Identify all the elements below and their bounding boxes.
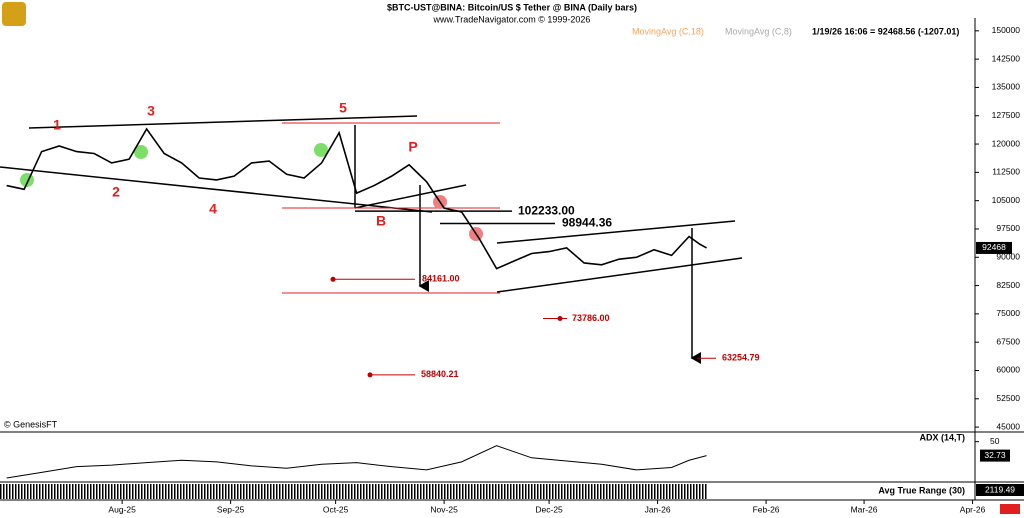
y-tick-label: 112500 xyxy=(992,167,1020,177)
adx-title: ADX (14,T) xyxy=(919,432,965,442)
atr-title: Avg True Range (30) xyxy=(878,485,965,495)
legend-item: MovingAvg (C,8) xyxy=(725,26,792,36)
logo xyxy=(2,2,26,26)
value-box xyxy=(976,484,1024,496)
last-price: 92468 xyxy=(982,242,1006,252)
atr-last: 2119.49 xyxy=(985,484,1015,494)
chart-title: $BTC-UST@BINA: Bitcoin/US $ Tether @ BIN… xyxy=(387,2,637,12)
y-tick-label: 45000 xyxy=(996,421,1020,431)
x-tick-label: Apr-26 xyxy=(960,504,986,514)
wave-label: 2 xyxy=(112,184,120,200)
x-tick-label: Dec-25 xyxy=(535,504,563,514)
y-tick-label: 142500 xyxy=(992,53,1021,63)
level-label: 84161.00 xyxy=(422,274,460,284)
y-tick-label: 75000 xyxy=(996,308,1020,318)
y-tick-label: 90000 xyxy=(996,252,1020,262)
wave-label: 4 xyxy=(209,201,217,217)
red-lines xyxy=(282,122,500,294)
wave-label: 3 xyxy=(147,103,155,119)
level-label: 73786.00 xyxy=(572,313,610,323)
level-label: 102233.00 xyxy=(518,203,575,217)
level-label: 98944.36 xyxy=(562,216,612,230)
wave-label: 5 xyxy=(339,100,347,116)
y-tick-label: 67500 xyxy=(996,336,1020,346)
y-tick-label: 60000 xyxy=(996,365,1020,375)
status: 1/19/26 16:06 = 92468.56 (-1207.01) xyxy=(812,26,959,36)
wave-label: 1 xyxy=(53,117,61,133)
level-label: 63254.79 xyxy=(722,353,760,363)
x-tick-label: Feb-26 xyxy=(753,504,780,514)
trendlines xyxy=(0,115,743,364)
x-tick-label: Oct-25 xyxy=(323,504,349,514)
x-tick-label: Mar-26 xyxy=(851,504,878,514)
value-box xyxy=(976,241,1012,254)
y-tick-label: 52500 xyxy=(996,393,1020,403)
level-dot xyxy=(557,315,563,321)
x-tick-label: Nov-25 xyxy=(430,504,458,514)
y-tick-label: 105000 xyxy=(992,195,1021,205)
y-tick-label: 82500 xyxy=(996,280,1020,290)
scroll-arrow[interactable] xyxy=(1000,504,1020,514)
y-tick-label: 150000 xyxy=(992,25,1021,35)
y-tick-label: 97500 xyxy=(996,223,1020,233)
credit: © GenesisFT xyxy=(4,419,58,429)
x-tick-label: Aug-25 xyxy=(108,504,136,514)
x-tick-label: Sep-25 xyxy=(217,504,245,514)
x-tick-label: Jan-26 xyxy=(645,504,671,514)
wave-label: P xyxy=(408,139,417,155)
level-dot xyxy=(367,372,373,378)
wave-label: B xyxy=(376,213,386,229)
atr-bars xyxy=(0,484,708,499)
value-box xyxy=(980,449,1010,462)
y-tick-label: 120000 xyxy=(992,138,1021,148)
y-tick-label: 127500 xyxy=(992,110,1021,120)
adx-last: 32.73 xyxy=(984,450,1006,460)
subtitle: www.TradeNavigator.com © 1999-2026 xyxy=(433,14,591,24)
adx-line xyxy=(6,445,707,479)
legend-item: MovingAvg (C,18) xyxy=(632,26,704,36)
price-line xyxy=(6,127,707,270)
level-label: 58840.21 xyxy=(421,369,459,379)
y-tick-label: 135000 xyxy=(992,82,1021,92)
level-dot xyxy=(330,276,336,282)
y-tick-label: 50 xyxy=(990,436,1000,446)
